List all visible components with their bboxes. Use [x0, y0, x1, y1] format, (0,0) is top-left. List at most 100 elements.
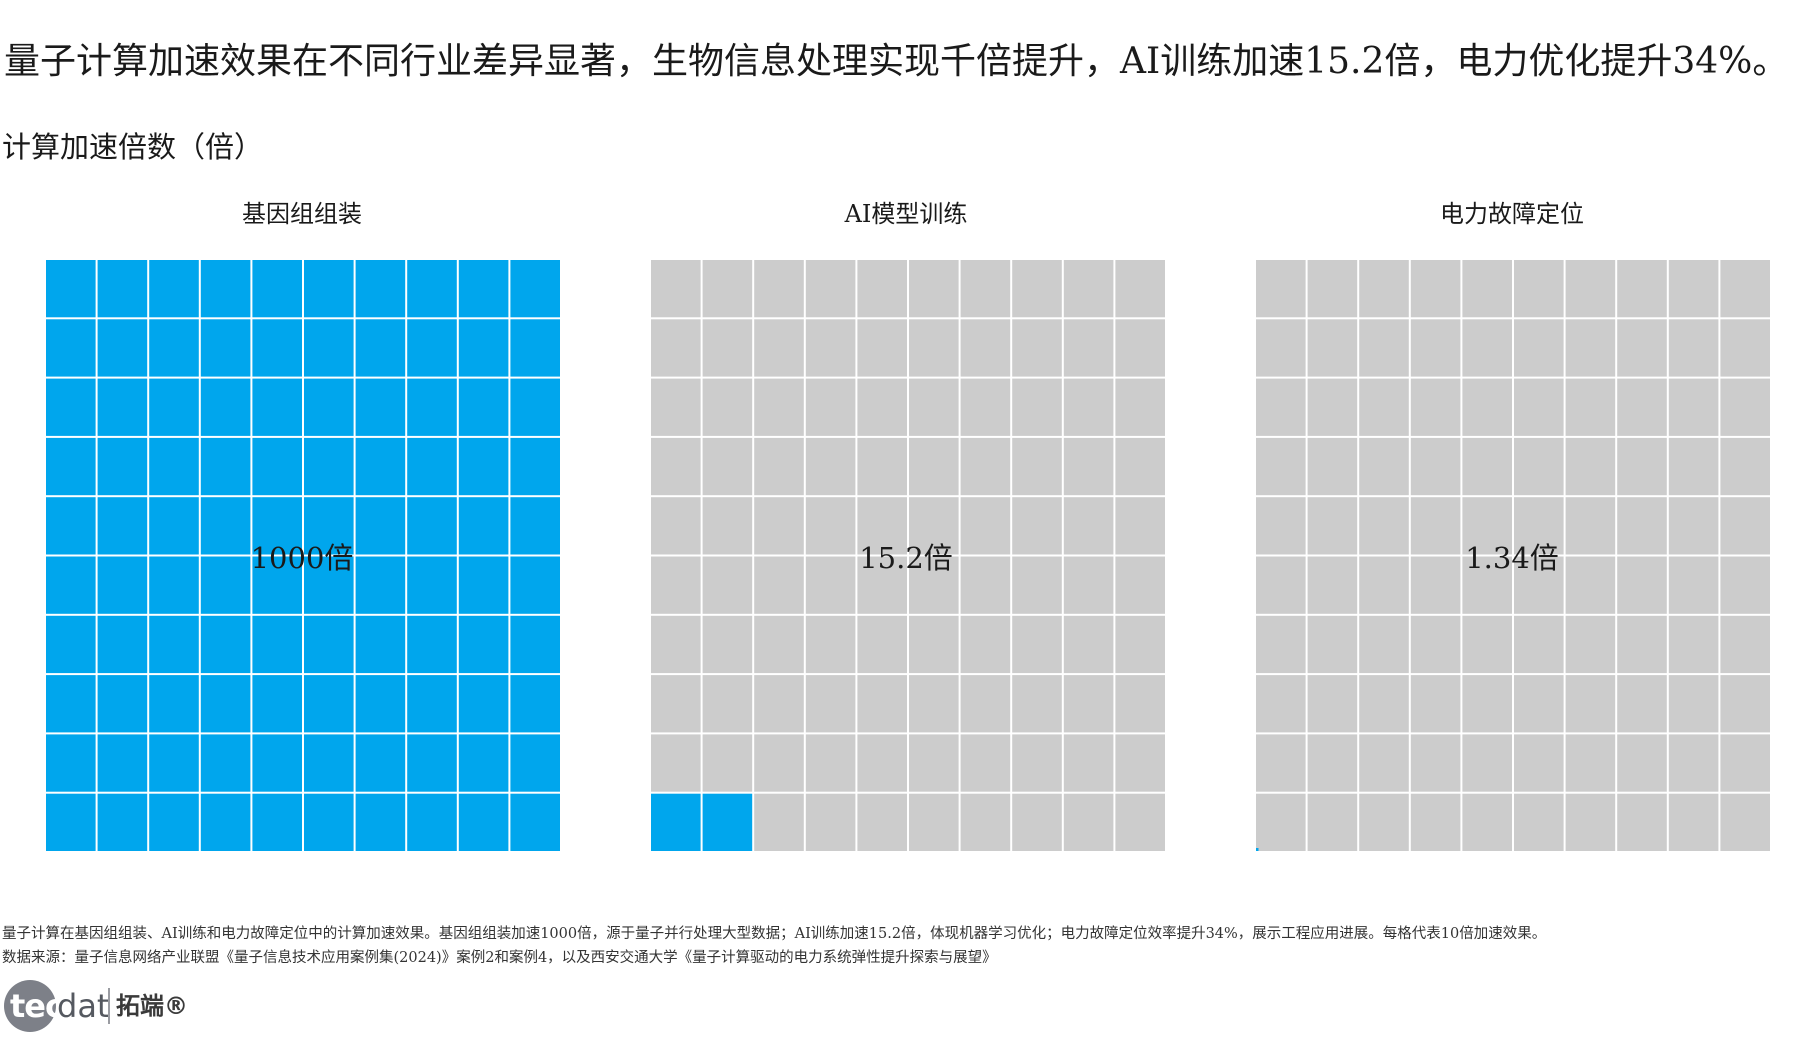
waffle-cell	[510, 319, 560, 377]
waffle-cell	[1720, 437, 1770, 496]
waffle-cell	[1720, 793, 1770, 851]
waffle-cell	[909, 260, 959, 318]
logo-circle	[4, 980, 56, 1032]
waffle-cell	[1256, 734, 1306, 792]
waffle-cell	[1565, 675, 1616, 733]
waffle-cell	[1063, 378, 1114, 436]
waffle-cell	[754, 615, 804, 674]
waffle-cell	[1115, 675, 1165, 733]
waffle-cell	[1514, 556, 1564, 614]
waffle-cell	[1115, 734, 1165, 792]
waffle-cell	[1514, 497, 1564, 555]
waffle-cell	[1063, 556, 1114, 614]
chart-note: 量子计算在基因组组装、AI训练和电力故障定位中的计算加速效果。基因组组装加速10…	[2, 926, 1547, 942]
waffle-cell	[46, 497, 96, 555]
waffle-cell	[1617, 319, 1667, 377]
waffle-cell	[702, 793, 753, 851]
waffle-cell	[754, 260, 804, 318]
waffle-cell	[651, 734, 701, 792]
waffle-cell	[200, 497, 251, 555]
waffle-cell	[97, 734, 148, 792]
waffle-cell	[1668, 793, 1719, 851]
waffle-cell	[1617, 615, 1667, 674]
waffle-cell	[149, 793, 199, 851]
waffle-cell	[252, 556, 302, 614]
waffle-cell	[1012, 497, 1062, 555]
waffle-cell	[458, 734, 509, 792]
waffle-cell	[1617, 734, 1667, 792]
waffle-cell	[97, 378, 148, 436]
waffle-cell	[252, 497, 302, 555]
waffle-cell	[1565, 437, 1616, 496]
waffle-grid-genome	[46, 260, 560, 851]
waffle-cell	[200, 793, 251, 851]
waffle-cell	[510, 497, 560, 555]
waffle-cell	[200, 734, 251, 792]
waffle-cell	[1617, 793, 1667, 851]
waffle-cell	[46, 556, 96, 614]
waffle-cell	[407, 556, 457, 614]
waffle-cell	[805, 675, 856, 733]
waffle-cell	[510, 378, 560, 436]
waffle-cell	[304, 378, 354, 436]
waffle-cell	[200, 437, 251, 496]
waffle-cell	[1115, 793, 1165, 851]
waffle-cell	[857, 437, 907, 496]
waffle-cell	[651, 378, 701, 436]
waffle-cell	[857, 734, 907, 792]
waffle-cell	[857, 615, 907, 674]
waffle-cell	[1462, 793, 1512, 851]
waffle-cell	[1115, 615, 1165, 674]
waffle-cell	[909, 675, 959, 733]
waffle-grid-power	[1256, 260, 1770, 851]
waffle-cell	[1617, 260, 1667, 318]
waffle-cell	[355, 556, 406, 614]
waffle-cell	[1256, 556, 1306, 614]
waffle-cell	[1617, 497, 1667, 555]
panel-title-genome: 基因组组装	[242, 200, 362, 228]
waffle-cell	[407, 378, 457, 436]
waffle-cell	[252, 793, 302, 851]
waffle-cell	[458, 615, 509, 674]
waffle-cell	[857, 260, 907, 318]
waffle-cell	[1410, 437, 1461, 496]
waffle-cell	[1720, 675, 1770, 733]
waffle-cell	[200, 615, 251, 674]
waffle-cell	[702, 615, 753, 674]
waffle-cell	[149, 437, 199, 496]
waffle-cell	[1256, 378, 1306, 436]
waffle-cell	[149, 734, 199, 792]
waffle-cell	[1565, 793, 1616, 851]
waffle-cell	[909, 793, 959, 851]
waffle-cell	[1359, 734, 1409, 792]
waffle-cell	[754, 734, 804, 792]
waffle-cell	[1720, 734, 1770, 792]
waffle-cell	[1514, 793, 1564, 851]
waffle-cell	[510, 675, 560, 733]
waffle-cell	[304, 319, 354, 377]
waffle-cell	[304, 260, 354, 318]
panel-title-power: 电力故障定位	[1440, 200, 1584, 228]
waffle-cell	[1256, 497, 1306, 555]
waffle-cell	[1565, 260, 1616, 318]
waffle-cell	[857, 378, 907, 436]
waffle-cell	[458, 556, 509, 614]
value-label-power: 1.34倍	[1465, 541, 1559, 575]
waffle-cell	[458, 675, 509, 733]
waffle-cell	[252, 675, 302, 733]
waffle-cell	[252, 319, 302, 377]
waffle-cell	[149, 378, 199, 436]
waffle-cell	[805, 437, 856, 496]
waffle-cell	[97, 260, 148, 318]
panel-title-ai: AI模型训练	[844, 200, 968, 228]
data-source: 数据来源：量子信息网络产业联盟《量子信息技术应用案例集(2024)》案例2和案例…	[2, 950, 997, 966]
waffle-cell	[702, 734, 753, 792]
waffle-cell	[97, 437, 148, 496]
waffle-cell	[1359, 793, 1409, 851]
waffle-cell	[407, 437, 457, 496]
waffle-cell	[1359, 260, 1409, 318]
waffle-cell	[1720, 497, 1770, 555]
waffle-cell	[1115, 378, 1165, 436]
waffle-cell	[702, 437, 753, 496]
waffle-cell	[702, 319, 753, 377]
